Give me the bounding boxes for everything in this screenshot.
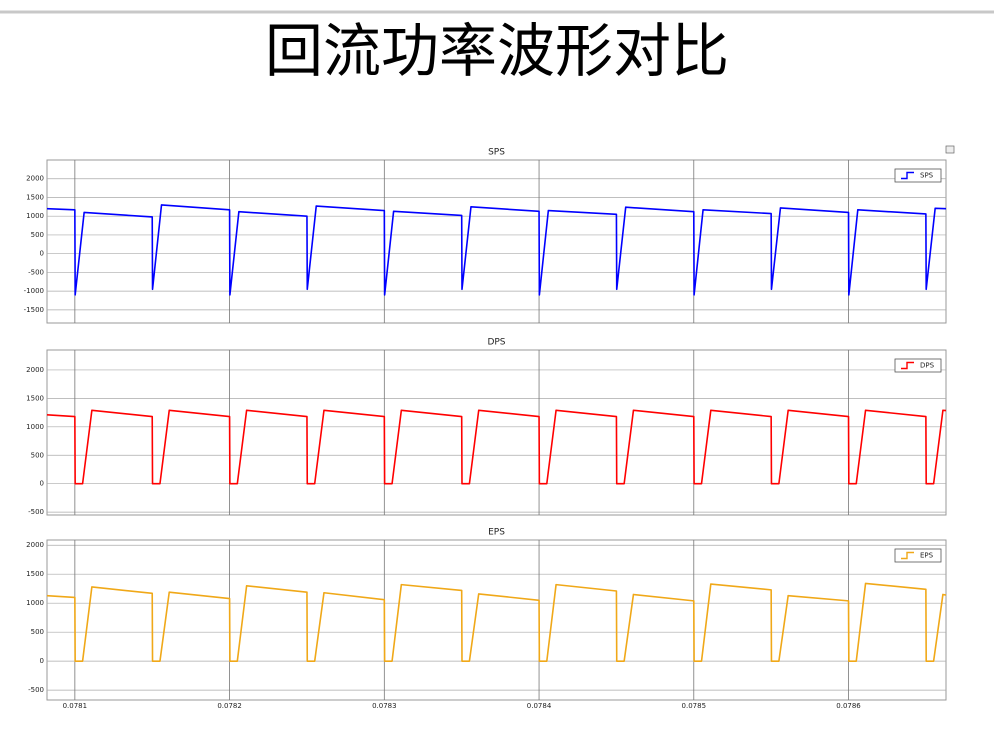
- chart-title: EPS: [488, 528, 505, 538]
- y-tick-label: 0: [40, 657, 44, 665]
- y-tick-label: -1000: [24, 287, 44, 295]
- x-tick-label: 0.0786: [836, 702, 861, 710]
- waveform: [46, 409, 947, 485]
- plot-area: [46, 159, 947, 324]
- legend-swatch: [901, 171, 914, 180]
- legend-box: [894, 168, 942, 183]
- y-tick-label: 2000: [26, 541, 44, 549]
- y-tick-label: 500: [31, 231, 44, 239]
- y-tick-label: -1500: [24, 306, 44, 314]
- y-tick-label: 500: [31, 451, 44, 459]
- y-tick-label: 1500: [26, 570, 44, 578]
- slide-title: 回流功率波形对比: [265, 17, 729, 85]
- waveform: [46, 204, 947, 296]
- plot-area: [46, 349, 947, 516]
- plot-area: [46, 539, 947, 701]
- y-tick-label: 0: [40, 250, 44, 258]
- y-tick-label: 2000: [26, 366, 44, 374]
- legend-swatch: [901, 361, 914, 370]
- legend-box: [894, 358, 942, 373]
- x-tick-label: 0.0784: [527, 702, 552, 710]
- y-tick-label: 1000: [26, 212, 44, 220]
- y-tick-label: -500: [28, 686, 44, 694]
- waveform: [46, 582, 947, 662]
- y-tick-label: 1000: [26, 423, 44, 431]
- y-tick-label: 1500: [26, 394, 44, 402]
- x-tick-label: 0.0782: [217, 702, 242, 710]
- chart-title: SPS: [488, 148, 505, 158]
- legend-label: EPS: [920, 552, 934, 560]
- x-tick-label: 0.0783: [372, 702, 397, 710]
- legend-label: SPS: [920, 172, 934, 180]
- x-tick-label: 0.0785: [682, 702, 707, 710]
- y-tick-label: 1000: [26, 599, 44, 607]
- chart-title: DPS: [487, 338, 505, 348]
- y-tick-label: 1500: [26, 193, 44, 201]
- y-tick-label: 500: [31, 628, 44, 636]
- y-tick-label: -500: [28, 268, 44, 276]
- legend-label: DPS: [920, 362, 935, 370]
- y-tick-label: 0: [40, 480, 44, 488]
- x-tick-label: 0.0781: [63, 702, 88, 710]
- scope-icon: [945, 145, 955, 154]
- legend-box: [894, 548, 942, 563]
- y-tick-label: 2000: [26, 175, 44, 183]
- y-tick-label: -500: [28, 508, 44, 516]
- legend-swatch: [901, 551, 914, 560]
